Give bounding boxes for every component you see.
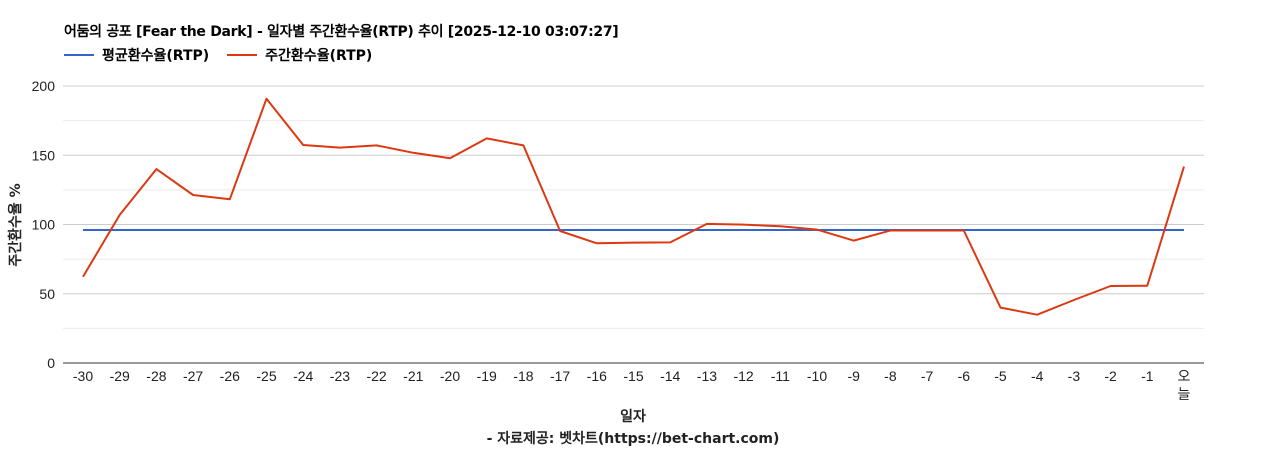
x-tick-label: -2 bbox=[1104, 368, 1117, 384]
x-tick-label: -28 bbox=[146, 368, 166, 384]
x-tick-label: -7 bbox=[921, 368, 934, 384]
x-tick-label: -23 bbox=[330, 368, 350, 384]
legend-swatch-average-icon bbox=[64, 54, 94, 56]
x-axis-title: 일자 bbox=[620, 409, 646, 425]
legend-label-average: 평균환수율(RTP) bbox=[102, 48, 210, 64]
x-tick-label: 늘 bbox=[1178, 386, 1191, 402]
x-tick-label: -25 bbox=[256, 368, 276, 384]
x-tick-label: -8 bbox=[884, 368, 897, 384]
legend: 평균환수율(RTP) 주간환수율(RTP) bbox=[64, 45, 390, 65]
x-tick-label: -1 bbox=[1141, 368, 1154, 384]
y-tick-label: 100 bbox=[32, 217, 56, 233]
x-tick-label: -30 bbox=[73, 368, 93, 384]
x-tick-label: -5 bbox=[994, 368, 1007, 384]
weekly-rtp-line[interactable] bbox=[82, 97, 1185, 316]
legend-item-weekly-rtp[interactable]: 주간환수율(RTP) bbox=[227, 45, 372, 65]
x-tick-label: -9 bbox=[847, 368, 860, 384]
x-tick-label: -21 bbox=[403, 368, 423, 384]
x-tick-label: -11 bbox=[771, 368, 790, 384]
x-tick-label: -15 bbox=[623, 368, 643, 384]
data-series bbox=[82, 97, 1185, 316]
x-tick-label: -17 bbox=[550, 368, 570, 384]
x-tick-label: -29 bbox=[110, 368, 130, 384]
x-axis-ticks: -30 -29 -28 -27 -26 -25 -24 -23 -22 -21 -20 -19 -18 -… bbox=[73, 368, 1191, 402]
x-tick-label: -26 bbox=[220, 368, 240, 384]
y-axis-ticks: 0 50 100 150 200 bbox=[32, 78, 56, 371]
legend-item-average-rtp[interactable]: 평균환수율(RTP) bbox=[64, 45, 209, 65]
y-tick-label: 0 bbox=[47, 355, 55, 371]
legend-swatch-weekly-icon bbox=[227, 54, 258, 56]
source-note: - 자료제공: 벳차트(https://bet-chart.com) bbox=[486, 431, 780, 447]
x-tick-label: -18 bbox=[513, 368, 533, 384]
x-tick-label: -19 bbox=[477, 368, 497, 384]
x-tick-label: -3 bbox=[1068, 368, 1081, 384]
x-tick-label: -24 bbox=[293, 368, 313, 384]
x-tick-label: -20 bbox=[440, 368, 460, 384]
x-tick-label: -27 bbox=[183, 368, 203, 384]
legend-label-weekly: 주간환수율(RTP) bbox=[265, 48, 373, 64]
x-tick-label: -22 bbox=[366, 368, 386, 384]
x-tick-label: 오 bbox=[1178, 368, 1191, 384]
gridlines bbox=[63, 85, 1204, 329]
x-tick-label: -4 bbox=[1031, 368, 1044, 384]
x-tick-label: -16 bbox=[587, 368, 607, 384]
x-tick-label: -6 bbox=[958, 368, 971, 384]
chart-title: 어둠의 공포 [Fear the Dark] - 일자별 주간환수율(RTP) … bbox=[64, 24, 619, 40]
x-tick-label: -12 bbox=[733, 368, 753, 384]
y-tick-label: 150 bbox=[32, 147, 56, 163]
x-tick-label: -14 bbox=[660, 368, 680, 384]
x-tick-label: -10 bbox=[807, 368, 827, 384]
y-tick-label: 200 bbox=[32, 78, 56, 94]
x-tick-label: -13 bbox=[697, 368, 717, 384]
y-axis-title: 주간환수율 % bbox=[8, 183, 24, 267]
y-tick-label: 50 bbox=[39, 286, 55, 302]
